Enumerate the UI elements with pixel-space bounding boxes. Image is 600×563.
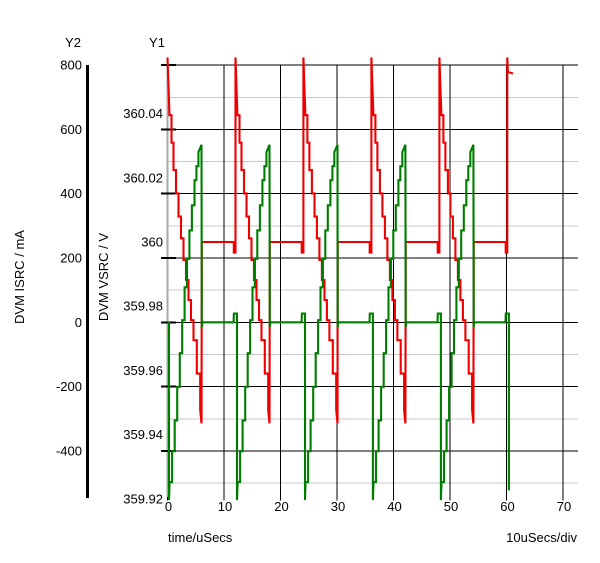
y1-axis-title: DVM VSRC / V xyxy=(96,233,111,321)
x-tick-label: 60 xyxy=(500,499,514,514)
series-dvm-isrc xyxy=(167,144,510,501)
x-tick-label: 10 xyxy=(218,499,232,514)
series-dvm-vsrc xyxy=(166,57,514,424)
x-tick-label: 70 xyxy=(557,499,571,514)
x-scale-per-div-label: 10uSecs/div xyxy=(506,530,577,545)
y2-tick-label: 0 xyxy=(75,315,82,330)
y2-tick-label: 400 xyxy=(60,186,82,201)
x-axis-title: time/uSecs xyxy=(168,530,233,545)
x-tick-label: 20 xyxy=(274,499,288,514)
y2-tick-label: 800 xyxy=(60,58,82,73)
y1-tick-label: 360.02 xyxy=(123,170,163,185)
y1-tick-label: 359.96 xyxy=(123,363,163,378)
y1-tick-label: 360.04 xyxy=(123,106,163,121)
y2-tick-label: -200 xyxy=(56,379,82,394)
x-tick-label: 50 xyxy=(444,499,458,514)
x-tick-label: 40 xyxy=(387,499,401,514)
y2-tick-label: -400 xyxy=(56,443,82,458)
y1-axis-name: Y1 xyxy=(149,35,165,50)
y2-tick-label: 200 xyxy=(60,251,82,266)
y1-tick-label: 359.98 xyxy=(123,299,163,314)
x-tick-label: 30 xyxy=(331,499,345,514)
chart-generated-layer: 8006004002000-200-400360.04360.02360359.… xyxy=(56,57,578,514)
y1-tick-label: 359.92 xyxy=(123,491,163,506)
y2-axis-name: Y2 xyxy=(65,35,81,50)
x-tick-label: 0 xyxy=(165,499,172,514)
y1-tick-label: 360 xyxy=(141,235,163,250)
y2-tick-label: 600 xyxy=(60,122,82,137)
y2-axis-title: DVM ISRC / mA xyxy=(12,230,27,324)
y1-tick-label: 359.94 xyxy=(123,427,163,442)
